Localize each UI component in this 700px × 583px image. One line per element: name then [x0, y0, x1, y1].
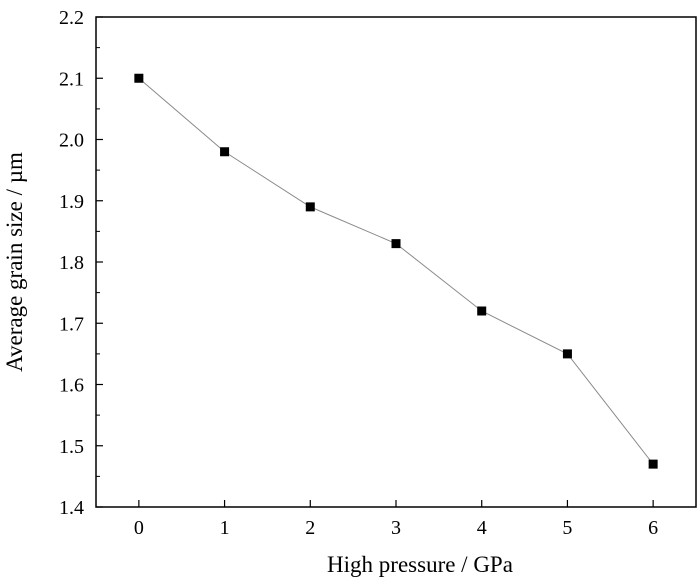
x-tick-label: 6: [648, 517, 658, 539]
y-tick-label: 1.8: [59, 252, 84, 274]
y-tick-label: 1.6: [59, 375, 84, 397]
x-tick-label: 1: [220, 517, 230, 539]
y-tick-label: 1.5: [59, 436, 84, 458]
series-line: [138, 77, 654, 465]
series-layer: [134, 73, 658, 469]
x-tick-label: 0: [134, 517, 144, 539]
data-point: [477, 306, 487, 316]
x-tick-label: 3: [391, 517, 401, 539]
y-tick-label: 1.9: [59, 191, 84, 213]
plot-frame: [95, 16, 697, 508]
data-point: [562, 349, 572, 359]
y-tick-label: 2.2: [59, 7, 84, 29]
x-tick-label: 5: [562, 517, 572, 539]
y-tick-label: 2.0: [59, 130, 84, 152]
data-point: [305, 202, 315, 212]
x-axis-ticks: 0 1 2 3 4 5 6: [134, 500, 658, 539]
data-point: [134, 73, 144, 83]
data-point: [648, 459, 658, 469]
x-axis-title: High pressure / GPa: [327, 552, 513, 577]
data-point: [220, 147, 230, 157]
y-tick-label: 1.4: [59, 497, 84, 519]
y-axis-ticks: 1.4 1.5 1.6 1.7 1.8 1.9 2.0 2.1 2.2: [59, 7, 103, 519]
data-point: [391, 239, 401, 249]
y-tick-label: 2.1: [59, 68, 84, 90]
y-axis-title: Average grain size / µm: [2, 152, 27, 372]
y-tick-label: 1.7: [59, 313, 84, 335]
x-tick-label: 2: [305, 517, 315, 539]
x-tick-label: 4: [477, 517, 487, 539]
